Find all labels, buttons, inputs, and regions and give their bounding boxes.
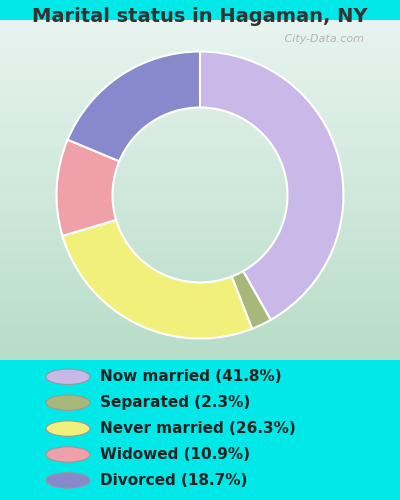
Text: Widowed (10.9%): Widowed (10.9%) <box>100 447 250 462</box>
Circle shape <box>46 421 90 436</box>
Wedge shape <box>68 52 200 162</box>
Circle shape <box>46 395 90 410</box>
Text: Marital status in Hagaman, NY: Marital status in Hagaman, NY <box>32 7 368 26</box>
Text: Now married (41.8%): Now married (41.8%) <box>100 370 282 384</box>
Wedge shape <box>56 140 119 236</box>
Wedge shape <box>200 52 344 320</box>
Text: Separated (2.3%): Separated (2.3%) <box>100 395 250 410</box>
Circle shape <box>46 369 90 384</box>
Text: City-Data.com: City-Data.com <box>274 34 364 44</box>
Wedge shape <box>62 220 252 338</box>
Text: Divorced (18.7%): Divorced (18.7%) <box>100 473 247 488</box>
Circle shape <box>46 472 90 488</box>
Circle shape <box>46 447 90 462</box>
Text: Never married (26.3%): Never married (26.3%) <box>100 421 296 436</box>
Wedge shape <box>232 271 271 329</box>
